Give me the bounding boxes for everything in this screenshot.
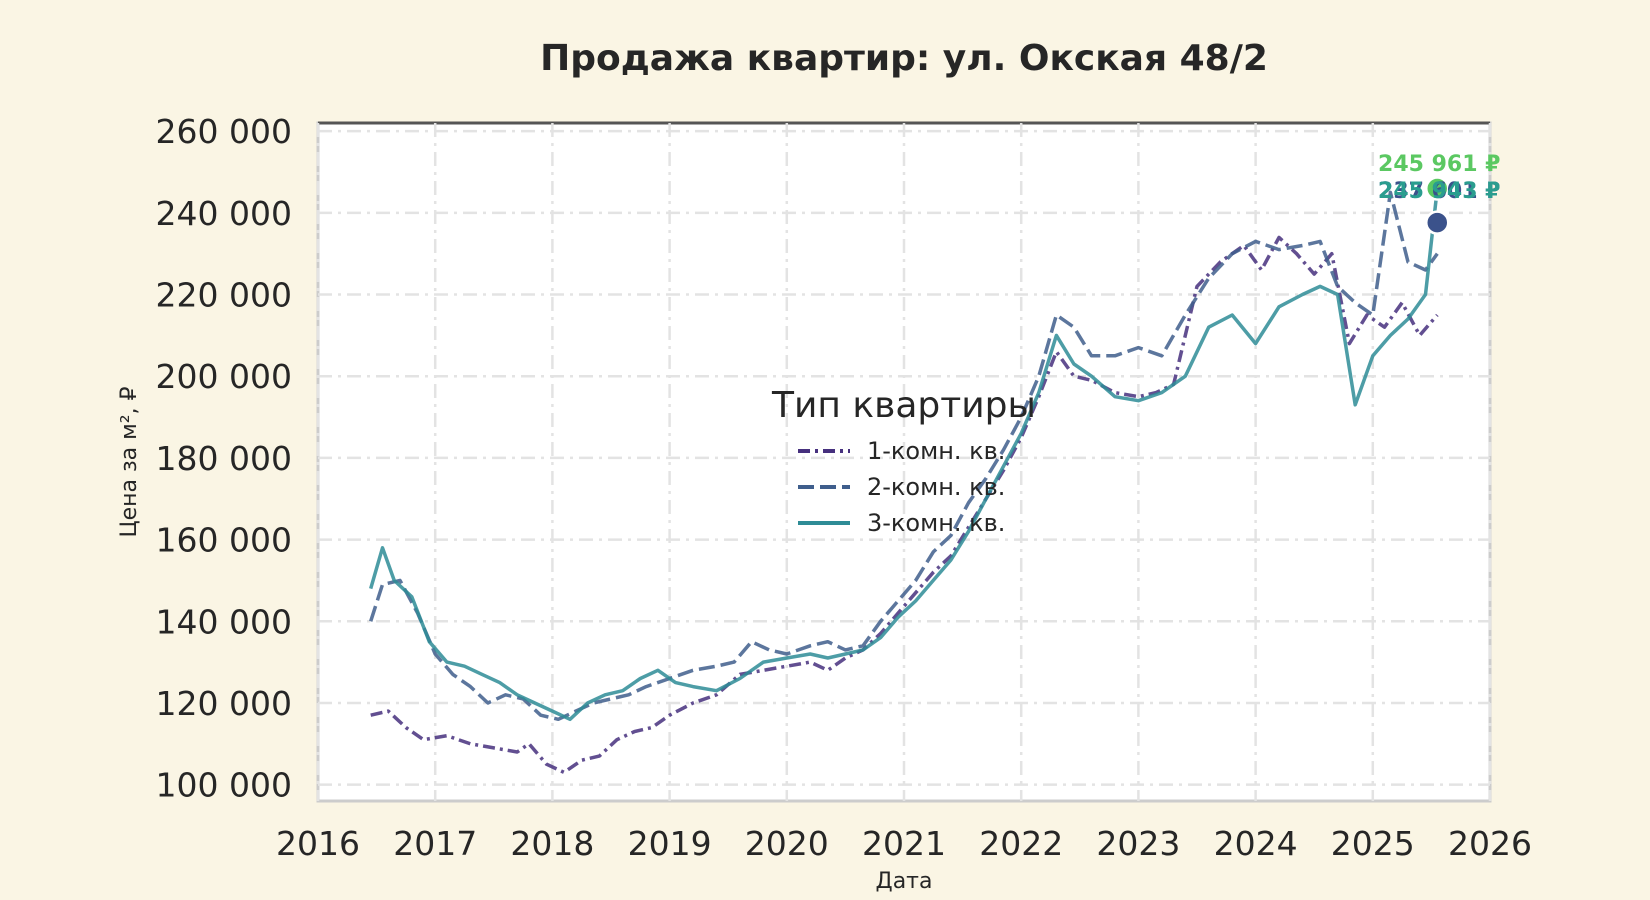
x-tick-label: 2021 (862, 824, 946, 863)
y-tick-label: 220 000 (156, 276, 292, 315)
y-tick-label: 200 000 (156, 357, 292, 396)
x-tick-label: 2018 (510, 824, 594, 863)
series-line (370, 235, 1439, 775)
y-tick-label: 160 000 (156, 521, 292, 560)
grid (316, 123, 1492, 801)
x-tick-label: 2020 (745, 824, 829, 863)
series-line (369, 190, 1439, 722)
y-tick-label: 180 000 (156, 439, 292, 478)
chart-title: Продажа квартир: ул. Окская 48/2 (540, 38, 1268, 79)
x-tick-label: 2022 (979, 824, 1063, 863)
x-tick-labels: 2016 2017 2018 2019 2020 2021 2022 2023 2024 2025… (276, 824, 1532, 863)
legend-label: 2-комн. кв. (867, 473, 1005, 501)
end-value-label: 245 961 ₽ (1378, 152, 1500, 177)
x-tick-label: 2019 (628, 824, 712, 863)
x-tick-label: 2025 (1331, 824, 1415, 863)
x-tick-label: 2024 (1214, 824, 1298, 863)
y-tick-labels: 100 000 120 000 140 000 160 000 180 000 200 0… (156, 112, 292, 804)
y-tick-label: 100 000 (156, 766, 292, 805)
series-group (369, 188, 1440, 775)
y-tick-label: 260 000 (156, 112, 292, 151)
x-tick-label: 2023 (1096, 824, 1180, 863)
series-line (369, 188, 1440, 722)
end-marker (1425, 176, 1450, 201)
end-value-label: 237 601 ₽ (1378, 179, 1500, 204)
legend-label: 3-комн. кв. (867, 509, 1005, 537)
y-tick-label: 120 000 (156, 684, 292, 723)
y-axis-title: Цена за м², ₽ (117, 386, 142, 537)
legend-title: Тип квартиры (771, 385, 1036, 426)
x-tick-label: 2026 (1448, 824, 1532, 863)
legend-label: 1-комн. кв. (867, 437, 1005, 465)
x-tick-label: 2016 (276, 824, 360, 863)
y-tick-label: 140 000 (156, 602, 292, 641)
end-markers: 245 961 ₽237 601 ₽245 943 ₽ (1378, 152, 1501, 235)
x-tick-label: 2017 (393, 824, 477, 863)
y-tick-label: 240 000 (156, 194, 292, 233)
legend: Тип квартиры 1-комн. кв. 2-комн. кв. 3-ком… (771, 385, 1036, 537)
end-value-label: 245 943 ₽ (1378, 179, 1500, 204)
end-marker (1425, 210, 1450, 235)
x-axis-title: Дата (876, 869, 933, 894)
